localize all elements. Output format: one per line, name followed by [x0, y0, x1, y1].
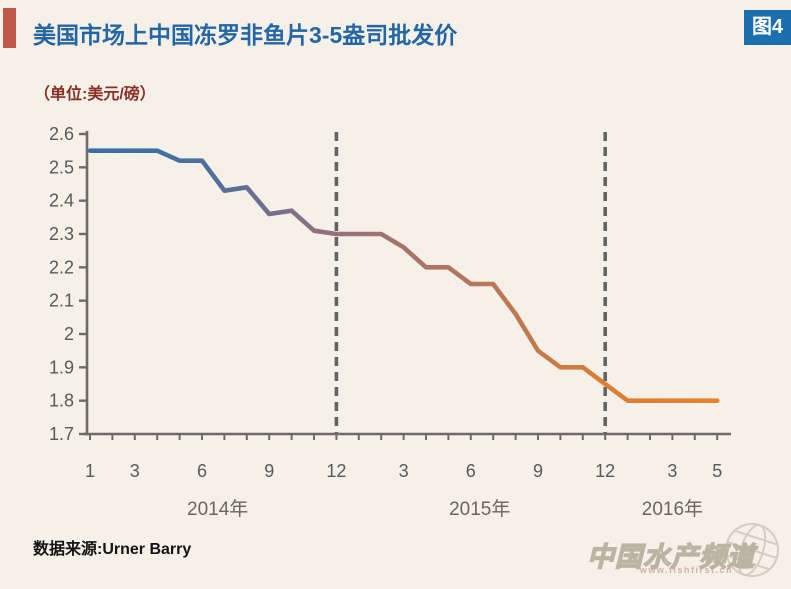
- unit-label: （单位:美元/磅）: [34, 86, 156, 103]
- y-tick-label: 2.4: [49, 191, 74, 211]
- y-tick-label: 2.2: [49, 257, 74, 277]
- y-tick-label: 2.1: [49, 291, 74, 311]
- figure-number-badge: 图4: [744, 10, 791, 45]
- data-source-label: 数据来源:Urner Barry: [33, 541, 192, 558]
- y-tick-label: 1.8: [49, 391, 74, 411]
- site-watermark: 中国水产频道 www.fishfirst.cn: [570, 519, 785, 585]
- x-tick-label: 3: [130, 461, 140, 481]
- x-tick-label: 12: [595, 461, 615, 481]
- x-tick-label: 9: [264, 461, 274, 481]
- x-year-label: 2016年: [642, 498, 703, 520]
- y-tick-label: 2: [64, 324, 74, 344]
- y-tick-label: 2.5: [49, 157, 74, 177]
- x-tick-label: 6: [197, 461, 207, 481]
- x-tick-label: 6: [466, 461, 476, 481]
- x-year-label: 2014年: [187, 498, 248, 520]
- x-tick-label: 3: [399, 461, 409, 481]
- y-tick-label: 2.6: [49, 124, 74, 144]
- x-tick-label: 5: [712, 461, 722, 481]
- x-tick-label: 3: [667, 461, 677, 481]
- title-accent-bar: [3, 8, 16, 48]
- x-tick-label: 9: [533, 461, 543, 481]
- x-tick-label: 1: [85, 461, 95, 481]
- y-tick-label: 2.3: [49, 224, 74, 244]
- watermark-url: www.fishfirst.cn: [639, 565, 733, 575]
- price-line: [87, 148, 720, 403]
- y-tick-label: 1.9: [49, 357, 74, 377]
- y-tick-label: 1.7: [49, 424, 74, 444]
- page-title: 美国市场上中国冻罗非鱼片3-5盎司批发价: [33, 22, 458, 48]
- x-tick-label: 12: [326, 461, 346, 481]
- globe-icon: [725, 523, 779, 577]
- watermark-title: 中国水产频道: [586, 541, 755, 572]
- x-year-label: 2015年: [449, 498, 510, 520]
